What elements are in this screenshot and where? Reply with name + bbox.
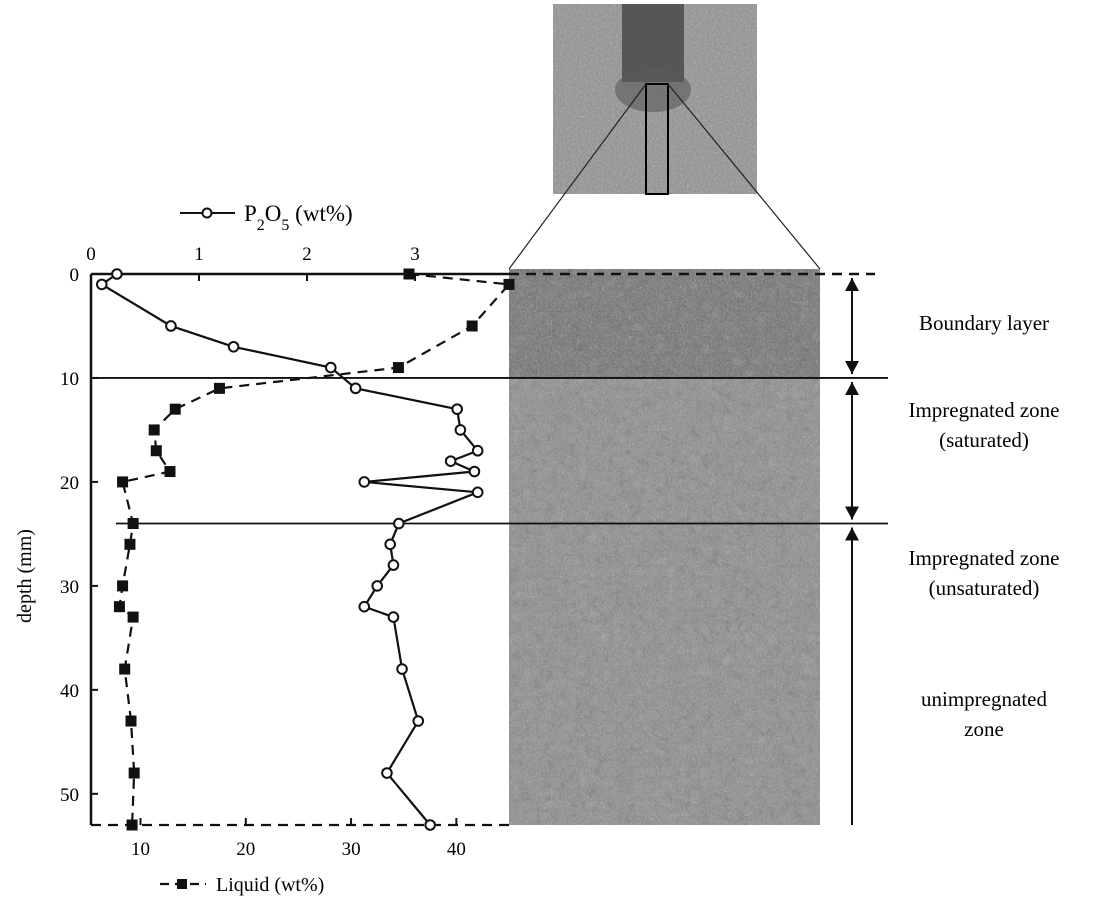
p2o5-data-point bbox=[424, 819, 436, 831]
top-tick-label: 2 bbox=[302, 244, 312, 265]
p2o5-data-point bbox=[381, 767, 393, 779]
p2o5-legend: P2O5 (wt%) bbox=[180, 201, 353, 234]
zone-arrow-head-down bbox=[845, 506, 859, 520]
p2o5-data-point bbox=[387, 611, 400, 623]
liquid-data-point bbox=[466, 320, 478, 332]
p2o5-legend-marker bbox=[201, 207, 213, 219]
zone-arrow-head-up bbox=[845, 527, 859, 541]
p2o5-data-point bbox=[451, 403, 463, 415]
p2o5-data-point bbox=[165, 320, 177, 332]
zone-label-line: Impregnated zone bbox=[908, 398, 1059, 422]
liquid-data-point bbox=[164, 466, 176, 478]
p2o5-data-point bbox=[384, 538, 396, 551]
liquid-data-point bbox=[503, 278, 515, 290]
specimen-section-photo bbox=[509, 269, 820, 825]
p2o5-data-point bbox=[111, 268, 123, 280]
y-tick-label: 10 bbox=[60, 369, 79, 390]
inset-impregnation-blob bbox=[615, 68, 691, 112]
liquid-data-point bbox=[169, 403, 181, 415]
liquid-legend: Liquid (wt%) bbox=[160, 874, 324, 896]
liquid-data-point bbox=[125, 715, 137, 727]
zone-label-line: Impregnated zone bbox=[908, 546, 1059, 570]
y-tick-label: 20 bbox=[60, 473, 79, 494]
liquid-data-point bbox=[127, 518, 139, 530]
liquid-data-point bbox=[127, 611, 139, 623]
zone-arrow-head-up bbox=[845, 381, 859, 395]
liquid-data-point bbox=[126, 819, 138, 831]
zone-arrow-head-down bbox=[845, 360, 859, 374]
zone-label-line: (unsaturated) bbox=[929, 576, 1040, 600]
p2o5-legend-label: P2O5 (wt%) bbox=[244, 201, 353, 234]
p2o5-data-point bbox=[358, 600, 371, 613]
zone-arrow-head-up bbox=[845, 278, 859, 291]
y-tick-label: 40 bbox=[60, 681, 79, 702]
liquid-data-point bbox=[117, 476, 129, 488]
zone-label-line: zone bbox=[964, 717, 1004, 741]
bottom-tick-label: 10 bbox=[131, 839, 150, 860]
liquid-data-point bbox=[148, 424, 160, 436]
liquid-data-point bbox=[117, 580, 129, 592]
y-tick-label: 0 bbox=[70, 265, 80, 286]
liquid-data-point bbox=[119, 663, 131, 675]
top-tick-label: 3 bbox=[410, 244, 420, 265]
bottom-tick-label: 40 bbox=[447, 839, 466, 860]
y-tick-label: 30 bbox=[60, 577, 79, 598]
zone-label-line: (saturated) bbox=[939, 428, 1029, 452]
p2o5-data-point bbox=[349, 382, 362, 395]
p2o5-data-point bbox=[396, 663, 408, 675]
p2o5-data-point bbox=[387, 559, 400, 571]
series-layer bbox=[96, 268, 515, 831]
liquid-data-point bbox=[213, 382, 225, 394]
specimen-inset-photo bbox=[508, 4, 821, 270]
liquid-data-point bbox=[403, 268, 415, 280]
p2o5-data-point bbox=[227, 340, 240, 353]
y-tick-label: 50 bbox=[60, 785, 79, 806]
bottom-tick-label: 30 bbox=[342, 839, 361, 860]
liquid-data-point bbox=[124, 538, 136, 550]
liquid-data-point bbox=[392, 362, 404, 374]
p2o5-data-point bbox=[454, 424, 467, 436]
liquid-series-line bbox=[118, 272, 512, 826]
section-texture-coarse bbox=[509, 269, 820, 825]
zone-label-line: Boundary layer bbox=[919, 311, 1049, 335]
zoom-line-right bbox=[667, 83, 821, 270]
p2o5-data-point bbox=[371, 580, 384, 592]
zone-label-line: unimpregnated bbox=[921, 687, 1047, 711]
y-axis-label: depth (mm) bbox=[14, 529, 36, 623]
top-tick-label: 0 bbox=[86, 244, 96, 265]
inset-highlight-box bbox=[645, 83, 669, 195]
p2o5-data-point bbox=[324, 361, 337, 374]
liquid-legend-marker bbox=[177, 879, 187, 889]
p2o5-series-line bbox=[99, 273, 480, 826]
liquid-data-point bbox=[113, 601, 125, 613]
liquid-legend-label: Liquid (wt%) bbox=[216, 874, 324, 896]
liquid-data-point bbox=[128, 767, 140, 779]
p2o5-data-point bbox=[358, 476, 371, 488]
bottom-tick-label: 20 bbox=[236, 839, 255, 860]
p2o5-data-point bbox=[444, 455, 457, 467]
zoom-line-left bbox=[508, 83, 647, 270]
p2o5-data-point bbox=[468, 465, 481, 478]
liquid-data-point bbox=[150, 445, 162, 457]
p2o5-data-point bbox=[471, 486, 484, 499]
axes-group: 0 10 20 30 40 50 0 1 2 3 10 20 30 40 bbox=[60, 244, 888, 860]
p2o5-data-point bbox=[393, 517, 405, 530]
p2o5-data-point bbox=[412, 715, 425, 727]
p2o5-data-point bbox=[471, 444, 484, 457]
top-tick-label: 1 bbox=[194, 244, 204, 265]
p2o5-data-point bbox=[96, 278, 108, 291]
zone-annotations: Boundary layer Impregnated zone (saturated… bbox=[845, 278, 1060, 825]
